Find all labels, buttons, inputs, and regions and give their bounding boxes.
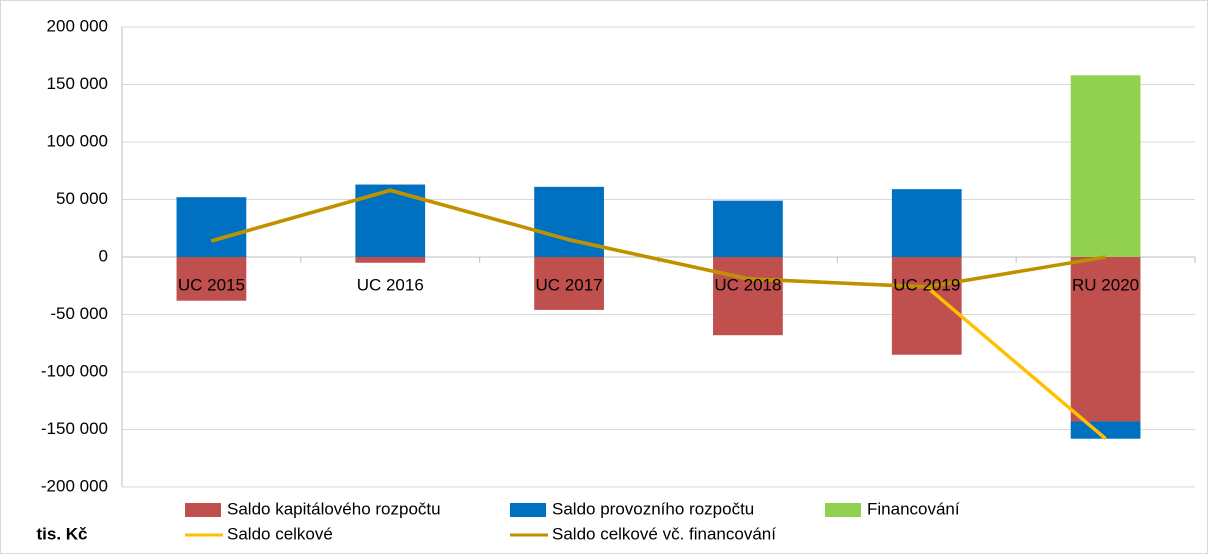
legend-label: Saldo provozního rozpočtu [552, 499, 754, 518]
y-tick-label: 100 000 [47, 131, 108, 150]
bar [1070, 257, 1141, 422]
y-tick-label: 50 000 [56, 189, 108, 208]
y-tick-label: -100 000 [41, 361, 108, 380]
legend-swatch [510, 503, 546, 517]
legend-swatch [185, 503, 221, 517]
bar [1070, 75, 1141, 257]
y-tick-label: 200 000 [47, 16, 108, 35]
x-tick-label: RU 2020 [1072, 275, 1139, 294]
y-tick-label: 150 000 [47, 74, 108, 93]
legend-label: Saldo celkové vč. financování [552, 524, 776, 543]
x-tick-label: UC 2018 [714, 275, 781, 294]
line-series [210, 188, 1106, 289]
bar [176, 197, 247, 257]
y-tick-label: -150 000 [41, 419, 108, 438]
bar [176, 257, 247, 301]
bar [1070, 421, 1141, 439]
bar [355, 257, 426, 263]
legend-label: Saldo kapitálového rozpočtu [227, 499, 441, 518]
bar [713, 200, 783, 257]
unit-label: tis. Kč [36, 524, 87, 543]
x-tick-label: UC 2015 [178, 275, 245, 294]
y-tick-label: -200 000 [41, 476, 108, 495]
x-tick-label: UC 2019 [893, 275, 960, 294]
legend-swatch [825, 503, 861, 517]
y-tick-label: -50 000 [50, 304, 108, 323]
x-tick-label: UC 2016 [357, 275, 424, 294]
legend-label: Saldo celkové [227, 524, 333, 543]
bar [891, 189, 962, 257]
y-tick-label: 0 [99, 246, 108, 265]
x-tick-label: UC 2017 [536, 275, 603, 294]
bar [713, 257, 783, 336]
legend-label: Financování [867, 499, 960, 518]
bar [534, 257, 604, 310]
